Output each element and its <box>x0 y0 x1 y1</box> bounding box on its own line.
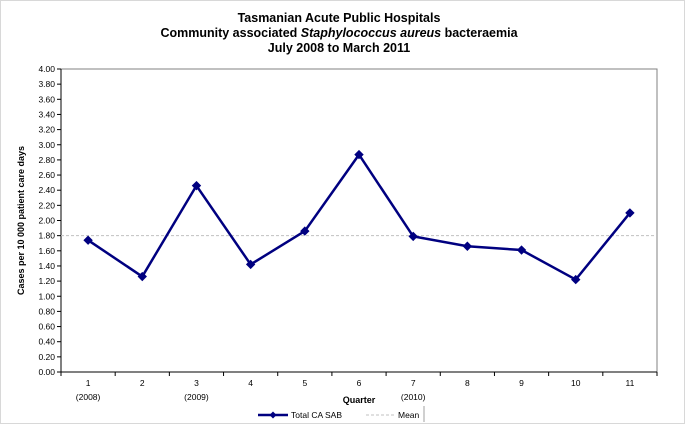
y-tick-label-6: 1.20 <box>38 276 55 286</box>
y-tick-label-4: 0.80 <box>38 306 55 316</box>
y-tick-label-11: 2.20 <box>38 200 55 210</box>
x-tick-label-7: 7 <box>411 378 416 388</box>
y-tick-label-10: 2.00 <box>38 216 55 226</box>
y-tick-label-20: 4.00 <box>38 64 55 74</box>
y-tick-label-2: 0.40 <box>38 337 55 347</box>
y-tick-label-13: 2.60 <box>38 170 55 180</box>
legend-label-mean: Mean <box>398 410 420 420</box>
y-tick-label-8: 1.60 <box>38 246 55 256</box>
y-tick-label-9: 1.80 <box>38 231 55 241</box>
y-axis: 0.00 0.20 0.40 0.60 0.80 1.00 1.20 1.40 1.60 1.80… <box>38 64 62 377</box>
y-tick-label-18: 3.60 <box>38 94 55 104</box>
chart-title-line-3: July 2008 to March 2011 <box>268 41 410 55</box>
title-line-3-part-1: July 2008 to March 2011 <box>268 41 410 55</box>
data-point-9 <box>516 245 527 255</box>
y-tick-label-15: 3.00 <box>38 140 55 150</box>
x-tick-label-11: 11 <box>625 378 634 388</box>
x-tick-label-8: 8 <box>465 378 470 388</box>
y-tick-label-17: 3.40 <box>38 109 55 119</box>
plot-area <box>60 68 658 373</box>
title-line-2-part-3: bacteraemia <box>441 26 518 40</box>
legend-marker-total-ca-sab <box>269 411 277 419</box>
x-axis-title: Quarter <box>343 395 376 405</box>
x-tick-label-3: 3 <box>194 378 199 388</box>
year-label-2: (2009) <box>184 392 209 402</box>
legend: Total CA SAB Mean <box>258 406 425 422</box>
x-tick-label-2: 2 <box>140 378 145 388</box>
year-label-3: (2010) <box>401 392 426 402</box>
data-point-2 <box>137 271 147 282</box>
title-line-2-part-2: Staphylococcus aureus <box>301 26 441 40</box>
y-tick-label-1: 0.20 <box>38 352 55 362</box>
year-label-1: (2008) <box>76 392 101 402</box>
y-tick-label-7: 1.40 <box>38 261 55 271</box>
x-tick-label-10: 10 <box>571 378 581 388</box>
data-point-3 <box>191 180 202 191</box>
x-tick-label-4: 4 <box>248 378 253 388</box>
chart-title-line-2: Community associated Staphylococcus aure… <box>160 26 518 40</box>
title-line-2-part-1: Community associated <box>160 26 300 40</box>
x-axis: 1 2 3 4 5 6 7 8 9 10 11 (2008) (2009) (2010) <box>60 371 658 402</box>
data-point-4 <box>245 259 256 270</box>
y-tick-label-19: 3.80 <box>38 79 55 89</box>
y-tick-label-16: 3.20 <box>38 125 55 135</box>
data-point-7 <box>408 231 418 242</box>
title-line-1-part-1: Tasmanian Acute Public Hospitals <box>238 11 441 25</box>
chart-title-line-1: Tasmanian Acute Public Hospitals <box>238 11 441 25</box>
y-tick-label-5: 1.00 <box>38 291 55 301</box>
data-point-5 <box>300 226 310 236</box>
y-tick-label-0: 0.00 <box>38 367 55 377</box>
data-point-10 <box>571 274 581 285</box>
series-layer <box>61 149 657 285</box>
y-tick-label-12: 2.40 <box>38 185 55 195</box>
y-tick-label-3: 0.60 <box>38 322 55 332</box>
x-tick-label-5: 5 <box>302 378 307 388</box>
data-point-11 <box>625 208 635 218</box>
x-tick-label-1: 1 <box>86 378 91 388</box>
data-point-1 <box>83 235 93 245</box>
x-tick-label-6: 6 <box>357 378 362 388</box>
y-axis-title: Cases per 10 000 patient care days <box>16 146 26 295</box>
y-tick-label-14: 2.80 <box>38 155 55 165</box>
data-point-6 <box>354 149 364 160</box>
legend-label-total-ca-sab: Total CA SAB <box>291 410 342 420</box>
data-point-8 <box>462 241 473 251</box>
x-tick-label-9: 9 <box>519 378 524 388</box>
